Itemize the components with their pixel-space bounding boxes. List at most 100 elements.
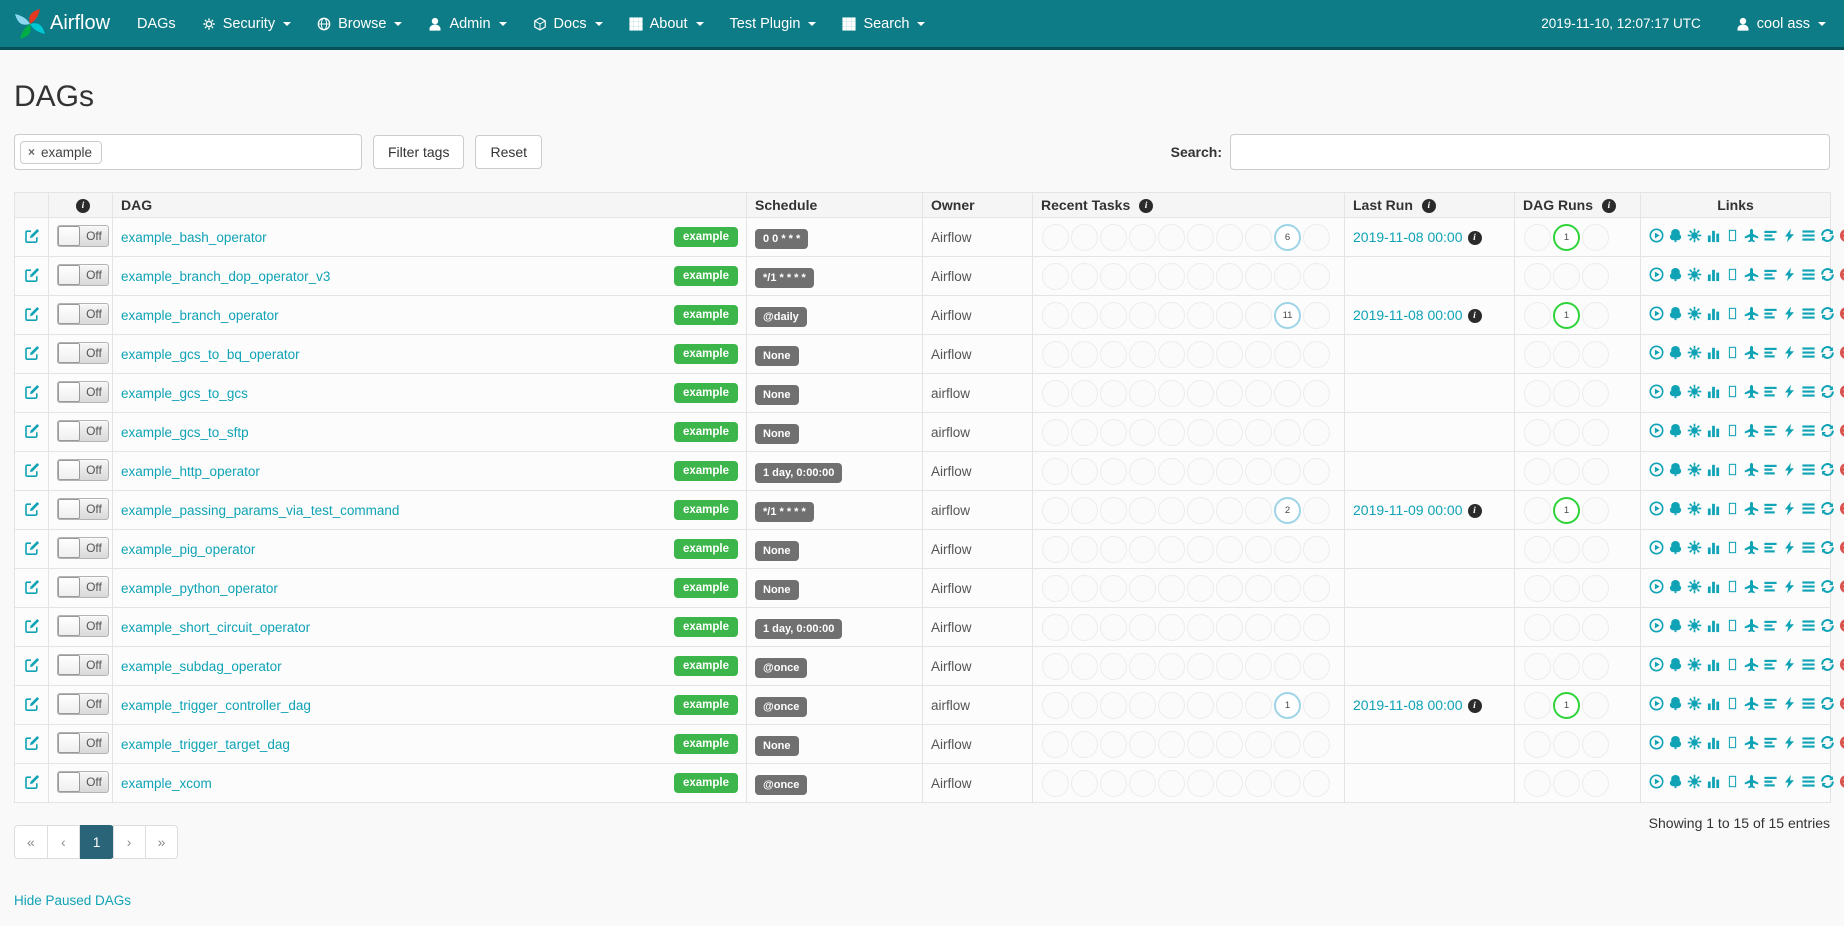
details-icon[interactable] bbox=[1801, 423, 1816, 438]
recent-task-circle[interactable] bbox=[1071, 263, 1098, 290]
task-duration-icon[interactable] bbox=[1706, 774, 1721, 789]
task-duration-icon[interactable] bbox=[1706, 228, 1721, 243]
recent-task-circle[interactable] bbox=[1129, 770, 1156, 797]
recent-task-circle[interactable] bbox=[1245, 614, 1272, 641]
search-input[interactable] bbox=[1230, 134, 1830, 170]
nav-item-browse[interactable]: Browse bbox=[304, 0, 415, 47]
task-duration-icon[interactable] bbox=[1706, 384, 1721, 399]
dag-pause-toggle[interactable]: Off bbox=[57, 225, 109, 247]
recent-task-circle[interactable] bbox=[1100, 770, 1127, 797]
gantt-icon[interactable] bbox=[1763, 345, 1778, 360]
task-tries-icon[interactable] bbox=[1725, 345, 1740, 360]
details-icon[interactable] bbox=[1801, 345, 1816, 360]
recent-task-circle[interactable] bbox=[1303, 263, 1330, 290]
recent-task-circle[interactable] bbox=[1100, 263, 1127, 290]
dag-run-circle[interactable] bbox=[1582, 731, 1609, 758]
code-icon[interactable] bbox=[1782, 384, 1797, 399]
dag-pause-toggle[interactable]: Off bbox=[57, 420, 109, 442]
recent-task-circle[interactable] bbox=[1129, 614, 1156, 641]
dag-run-circle[interactable] bbox=[1524, 302, 1551, 329]
recent-task-circle[interactable] bbox=[1187, 575, 1214, 602]
delete-icon[interactable] bbox=[1839, 579, 1844, 594]
info-icon[interactable] bbox=[1468, 504, 1482, 518]
landing-times-icon[interactable] bbox=[1744, 774, 1759, 789]
landing-times-icon[interactable] bbox=[1744, 618, 1759, 633]
dag-tag-badge[interactable]: example bbox=[674, 500, 738, 520]
task-tries-icon[interactable] bbox=[1725, 657, 1740, 672]
schedule-badge[interactable]: 0 0 * * * bbox=[755, 229, 808, 249]
details-icon[interactable] bbox=[1801, 618, 1816, 633]
tree-view-icon[interactable] bbox=[1668, 501, 1683, 516]
edit-dag-icon[interactable] bbox=[24, 735, 40, 751]
trigger-dag-icon[interactable] bbox=[1649, 774, 1664, 789]
dag-run-circle[interactable] bbox=[1553, 575, 1580, 602]
dag-link[interactable]: example_gcs_to_gcs bbox=[121, 386, 248, 401]
recent-task-circle[interactable] bbox=[1245, 497, 1272, 524]
graph-view-icon[interactable] bbox=[1687, 228, 1702, 243]
tree-view-icon[interactable] bbox=[1668, 462, 1683, 477]
dag-run-circle[interactable] bbox=[1553, 341, 1580, 368]
recent-task-circle[interactable] bbox=[1303, 458, 1330, 485]
dag-tag-badge[interactable]: example bbox=[674, 734, 738, 754]
recent-task-circle[interactable] bbox=[1100, 341, 1127, 368]
dag-run-circle[interactable] bbox=[1582, 224, 1609, 251]
code-icon[interactable] bbox=[1782, 501, 1797, 516]
recent-task-circle[interactable] bbox=[1042, 341, 1069, 368]
recent-task-circle[interactable] bbox=[1071, 653, 1098, 680]
dag-run-circle[interactable] bbox=[1553, 614, 1580, 641]
dag-link[interactable]: example_pig_operator bbox=[121, 542, 255, 557]
task-duration-icon[interactable] bbox=[1706, 345, 1721, 360]
delete-icon[interactable] bbox=[1839, 774, 1844, 789]
refresh-icon[interactable] bbox=[1820, 462, 1835, 477]
code-icon[interactable] bbox=[1782, 735, 1797, 750]
trigger-dag-icon[interactable] bbox=[1649, 345, 1664, 360]
tree-view-icon[interactable] bbox=[1668, 306, 1683, 321]
pagination-prev[interactable]: ‹ bbox=[47, 825, 80, 859]
refresh-icon[interactable] bbox=[1820, 267, 1835, 282]
details-icon[interactable] bbox=[1801, 540, 1816, 555]
graph-view-icon[interactable] bbox=[1687, 774, 1702, 789]
dag-pause-toggle[interactable]: Off bbox=[57, 381, 109, 403]
recent-task-circle[interactable] bbox=[1158, 458, 1185, 485]
tree-view-icon[interactable] bbox=[1668, 267, 1683, 282]
graph-view-icon[interactable] bbox=[1687, 384, 1702, 399]
dag-tag-badge[interactable]: example bbox=[674, 656, 738, 676]
landing-times-icon[interactable] bbox=[1744, 423, 1759, 438]
dag-link[interactable]: example_branch_operator bbox=[121, 308, 279, 323]
dag-run-circle[interactable] bbox=[1524, 224, 1551, 251]
task-duration-icon[interactable] bbox=[1706, 423, 1721, 438]
refresh-icon[interactable] bbox=[1820, 384, 1835, 399]
landing-times-icon[interactable] bbox=[1744, 540, 1759, 555]
graph-view-icon[interactable] bbox=[1687, 306, 1702, 321]
graph-view-icon[interactable] bbox=[1687, 657, 1702, 672]
recent-task-circle[interactable] bbox=[1274, 341, 1301, 368]
edit-dag-icon[interactable] bbox=[24, 267, 40, 283]
refresh-icon[interactable] bbox=[1820, 501, 1835, 516]
dag-run-circle[interactable]: 1 bbox=[1553, 302, 1580, 329]
task-tries-icon[interactable] bbox=[1725, 540, 1740, 555]
recent-task-circle[interactable] bbox=[1158, 731, 1185, 758]
recent-task-circle[interactable] bbox=[1303, 614, 1330, 641]
recent-task-circle[interactable] bbox=[1216, 497, 1243, 524]
recent-task-circle[interactable] bbox=[1274, 419, 1301, 446]
recent-task-circle[interactable] bbox=[1129, 731, 1156, 758]
refresh-icon[interactable] bbox=[1820, 228, 1835, 243]
recent-task-circle[interactable] bbox=[1071, 419, 1098, 446]
landing-times-icon[interactable] bbox=[1744, 696, 1759, 711]
recent-task-circle[interactable] bbox=[1071, 575, 1098, 602]
dag-run-circle[interactable] bbox=[1553, 653, 1580, 680]
info-icon[interactable] bbox=[1468, 699, 1482, 713]
graph-view-icon[interactable] bbox=[1687, 345, 1702, 360]
recent-task-circle[interactable] bbox=[1129, 575, 1156, 602]
dag-run-circle[interactable] bbox=[1524, 458, 1551, 485]
schedule-badge[interactable]: */1 * * * * bbox=[755, 268, 814, 288]
recent-task-circle[interactable] bbox=[1187, 731, 1214, 758]
dag-run-circle[interactable] bbox=[1553, 536, 1580, 563]
recent-task-circle[interactable] bbox=[1158, 224, 1185, 251]
code-icon[interactable] bbox=[1782, 579, 1797, 594]
recent-task-circle[interactable] bbox=[1129, 302, 1156, 329]
dag-run-circle[interactable] bbox=[1524, 575, 1551, 602]
task-tries-icon[interactable] bbox=[1725, 306, 1740, 321]
tree-view-icon[interactable] bbox=[1668, 618, 1683, 633]
gantt-icon[interactable] bbox=[1763, 540, 1778, 555]
